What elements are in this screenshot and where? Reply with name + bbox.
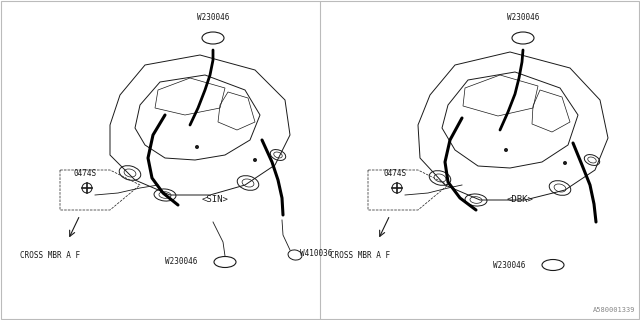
Text: W230046: W230046 [507, 13, 539, 22]
Text: CROSS MBR A F: CROSS MBR A F [330, 251, 390, 260]
Circle shape [563, 161, 567, 165]
Circle shape [195, 145, 199, 149]
Circle shape [504, 148, 508, 152]
Ellipse shape [202, 32, 224, 44]
Text: 0474S: 0474S [74, 169, 97, 178]
Text: 0474S: 0474S [383, 169, 406, 178]
Text: CROSS MBR A F: CROSS MBR A F [20, 251, 80, 260]
Text: W230046: W230046 [164, 258, 197, 267]
Text: W230046: W230046 [493, 260, 525, 269]
Circle shape [253, 158, 257, 162]
Ellipse shape [288, 250, 302, 260]
Ellipse shape [542, 260, 564, 270]
Ellipse shape [214, 257, 236, 268]
Text: W230046: W230046 [197, 13, 229, 22]
Text: A580001339: A580001339 [593, 307, 635, 313]
Text: W410036: W410036 [300, 249, 332, 258]
Text: <SIN>: <SIN> [202, 196, 228, 204]
Ellipse shape [512, 32, 534, 44]
Text: <DBK>: <DBK> [507, 196, 533, 204]
